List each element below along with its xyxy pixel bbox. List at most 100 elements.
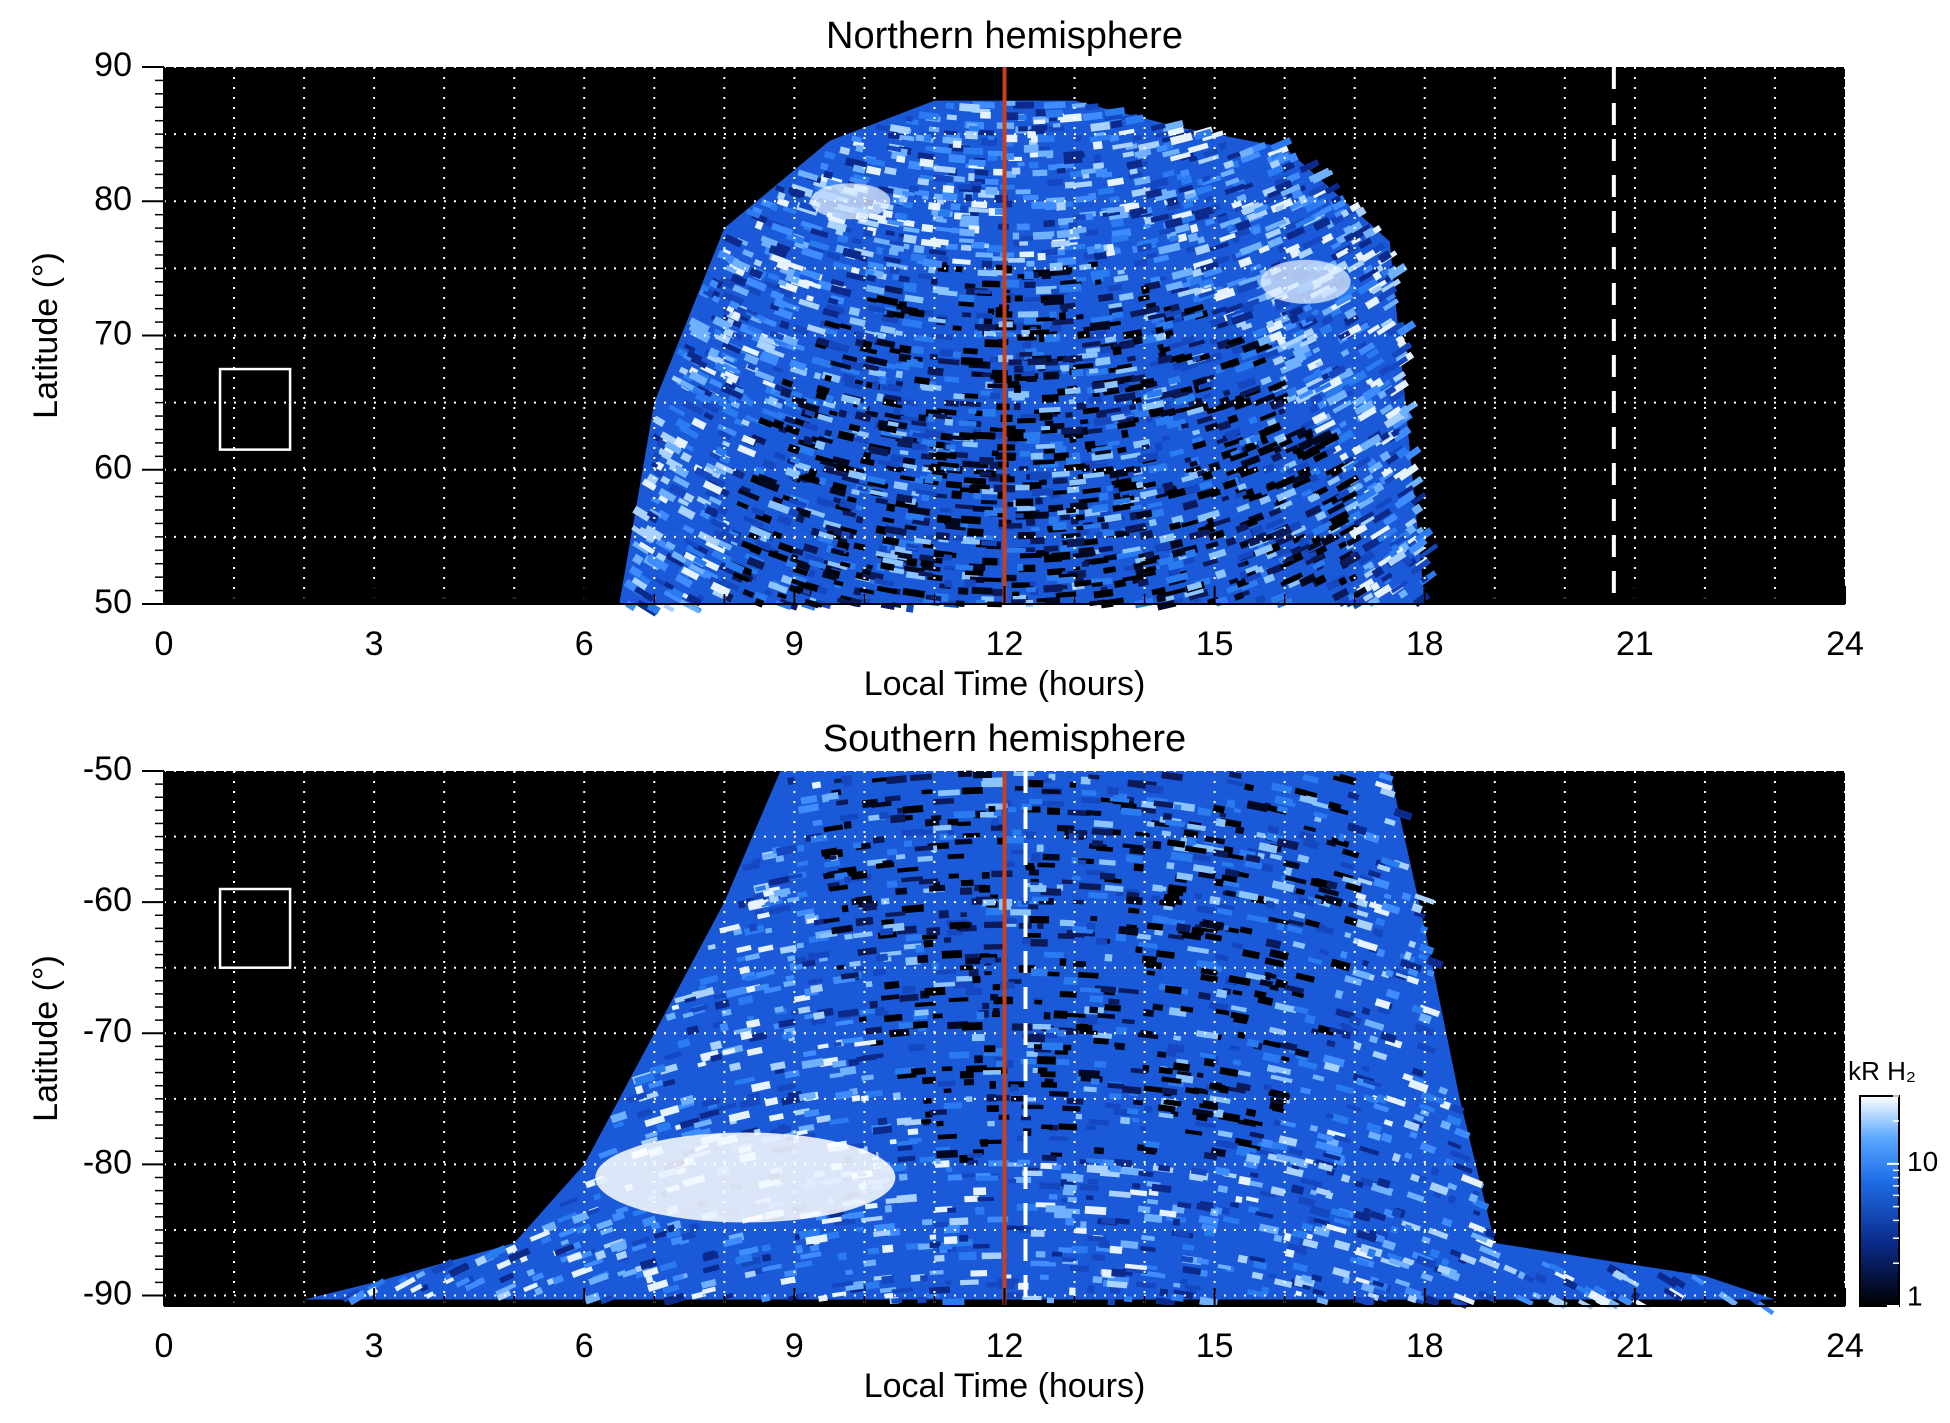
emission-streak <box>1302 550 1319 564</box>
emission-streak <box>959 887 973 896</box>
emission-streak <box>721 290 744 307</box>
emission-streak <box>770 222 794 237</box>
emission-streak <box>1005 548 1026 553</box>
emission-streak <box>1229 450 1249 462</box>
emission-streak <box>854 411 872 423</box>
emission-streak <box>1041 789 1061 795</box>
emission-streak <box>896 493 913 504</box>
emission-streak <box>1089 134 1112 143</box>
emission-streak <box>940 261 948 267</box>
emission-streak <box>1181 474 1195 483</box>
emission-streak <box>1029 581 1036 587</box>
emission-streak <box>1034 999 1043 1005</box>
emission-streak <box>1033 119 1046 125</box>
emission-streak <box>1094 279 1102 286</box>
emission-streak <box>1043 584 1063 593</box>
emission-streak <box>1043 101 1066 109</box>
emission-streak <box>889 239 905 247</box>
emission-streak <box>1234 359 1257 374</box>
emission-streak <box>800 474 823 486</box>
emission-streak <box>1169 448 1185 458</box>
emission-streak <box>1109 1287 1121 1294</box>
emission-streak <box>1260 376 1272 386</box>
emission-streak <box>1162 148 1180 158</box>
emission-streak <box>987 134 995 141</box>
emission-streak <box>973 431 996 440</box>
emission-streak <box>1032 169 1048 177</box>
emission-streak <box>1149 177 1169 189</box>
emission-streak <box>1166 418 1187 429</box>
emission-streak <box>945 1167 953 1173</box>
emission-streak <box>1083 324 1106 333</box>
emission-streak <box>965 194 973 202</box>
emission-streak <box>712 589 725 599</box>
emission-streak <box>1049 1135 1068 1141</box>
emission-streak <box>628 565 643 578</box>
emission-streak <box>1091 503 1109 513</box>
emission-streak <box>660 475 671 485</box>
emission-streak <box>817 535 833 545</box>
emission-streak <box>668 483 688 499</box>
emission-streak <box>1362 561 1375 572</box>
emission-streak <box>968 159 986 167</box>
emission-streak <box>1210 203 1221 212</box>
emission-streak <box>1079 1184 1099 1191</box>
emission-streak <box>1029 161 1039 169</box>
emission-streak <box>1266 320 1275 329</box>
emission-streak <box>839 499 857 511</box>
emission-streak <box>717 427 733 441</box>
emission-streak <box>1125 114 1145 125</box>
emission-streak <box>1311 169 1334 184</box>
emission-streak <box>1107 177 1125 187</box>
emission-streak <box>959 238 975 244</box>
emission-streak <box>937 208 951 218</box>
emission-streak <box>1346 369 1368 387</box>
emission-streak <box>1097 187 1115 196</box>
emission-streak <box>1082 522 1103 530</box>
emission-streak <box>928 126 940 133</box>
emission-streak <box>798 201 818 213</box>
emission-streak <box>945 102 955 109</box>
emission-streak <box>933 174 954 183</box>
emission-streak <box>1017 161 1025 167</box>
emission-streak <box>1048 504 1064 513</box>
emission-streak <box>782 301 800 312</box>
emission-streak <box>1240 454 1261 468</box>
emission-streak <box>1018 126 1028 132</box>
emission-streak <box>1219 216 1242 229</box>
emission-streak <box>1041 800 1064 807</box>
emission-streak <box>1093 251 1108 261</box>
emission-streak <box>961 1021 983 1031</box>
emission-streak <box>1355 206 1367 218</box>
emission-streak <box>1129 511 1139 521</box>
emission-streak <box>1069 170 1082 178</box>
emission-streak <box>689 563 705 575</box>
emission-streak <box>677 505 696 520</box>
emission-streak <box>1098 545 1114 553</box>
emission-streak <box>917 413 927 422</box>
emission-streak <box>895 370 904 379</box>
emission-streak <box>1004 429 1026 437</box>
emission-streak <box>1262 185 1277 197</box>
emission-streak <box>949 921 970 930</box>
emission-streak <box>1135 481 1144 489</box>
emission-streak <box>632 553 644 566</box>
emission-streak <box>802 435 814 446</box>
emission-streak <box>821 793 830 803</box>
emission-streak <box>1028 904 1039 910</box>
emission-streak <box>935 531 950 541</box>
emission-streak <box>973 771 993 779</box>
emission-streak <box>1043 951 1064 959</box>
emission-streak <box>1380 572 1393 583</box>
emission-streak <box>1390 579 1409 594</box>
emission-streak <box>805 294 814 302</box>
emission-streak <box>754 538 772 549</box>
emission-streak <box>1227 414 1239 424</box>
emission-streak <box>1290 541 1311 556</box>
emission-streak <box>725 264 738 274</box>
emission-streak <box>1005 142 1014 147</box>
emission-streak <box>1167 126 1185 137</box>
emission-streak <box>650 496 661 505</box>
emission-streak <box>1180 168 1190 178</box>
emission-streak <box>1065 411 1073 418</box>
